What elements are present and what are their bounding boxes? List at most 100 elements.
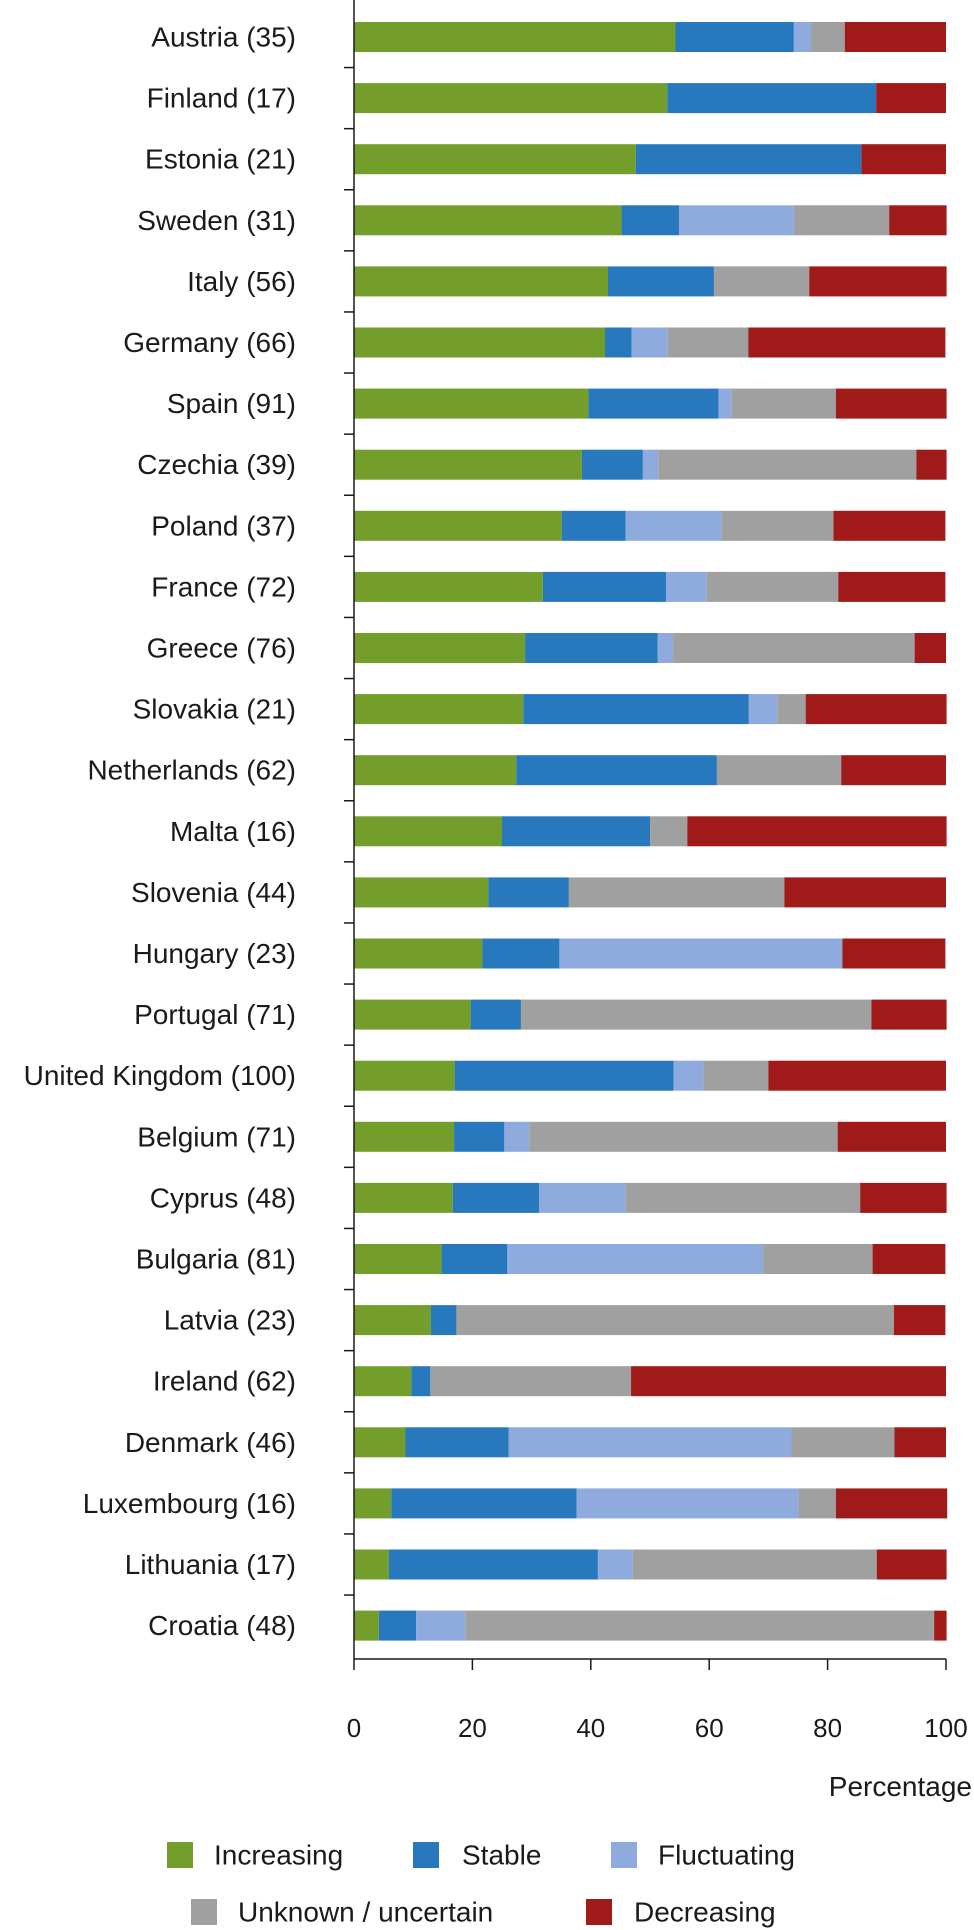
bar-segment-fluctuating <box>642 449 659 480</box>
bar-segment-increasing <box>354 1121 455 1152</box>
bar-segment-increasing <box>354 1610 379 1641</box>
legend-item: Fluctuating <box>611 1840 795 1871</box>
category-label: Slovenia (44) <box>131 877 296 908</box>
bar-segment-increasing <box>354 816 502 847</box>
bar-row <box>354 1366 946 1397</box>
bar-segment-increasing <box>354 1366 412 1397</box>
bar-segment-stable <box>441 1244 508 1274</box>
bar-segment-stable <box>621 205 679 236</box>
bar-segment-unknown-uncertain <box>731 388 836 419</box>
bar-row <box>354 205 947 236</box>
category-label: Sweden (31) <box>137 205 296 236</box>
bar-segment-decreasing <box>748 327 946 358</box>
bar-segment-stable <box>405 1427 509 1458</box>
bar-segment-increasing <box>354 1549 389 1580</box>
bar-segment-increasing <box>354 449 582 480</box>
bar-segment-fluctuating <box>679 205 794 236</box>
bar-row <box>354 877 946 908</box>
bar-segment-increasing <box>354 571 543 602</box>
bar-row <box>354 1305 946 1336</box>
bar-segment-decreasing <box>914 633 946 663</box>
bar-segment-stable <box>411 1366 431 1397</box>
category-label: Czechia (39) <box>137 449 296 480</box>
bar-segment-stable <box>561 510 626 541</box>
x-tick-label: 40 <box>576 1713 605 1743</box>
bar-segment-increasing <box>354 388 589 419</box>
bar-segment-fluctuating <box>718 388 732 419</box>
legend-swatch <box>413 1842 439 1868</box>
bar-segment-stable <box>482 938 560 969</box>
bar-row <box>354 510 946 541</box>
bar-segment-decreasing <box>687 816 947 847</box>
bar-segment-unknown-uncertain <box>667 327 749 358</box>
bar-segment-fluctuating <box>793 22 812 52</box>
bar-segment-stable <box>378 1610 417 1641</box>
legend-label: Fluctuating <box>658 1840 795 1871</box>
category-label: Spain (91) <box>167 388 296 419</box>
bar-segment-increasing <box>354 144 636 175</box>
bar-segment-unknown-uncertain <box>703 1060 769 1091</box>
bar-segment-decreasing <box>838 571 946 602</box>
bar-segment-decreasing <box>784 877 946 908</box>
bar-segment-decreasing <box>872 1244 946 1274</box>
bar-segment-increasing <box>354 1427 406 1458</box>
category-label: Finland (17) <box>147 83 296 114</box>
category-label: Poland (37) <box>151 510 296 541</box>
bar-segment-stable <box>675 22 794 52</box>
bar-segment-fluctuating <box>559 938 843 969</box>
bar-row <box>354 938 946 969</box>
bar-segment-increasing <box>354 1488 392 1519</box>
category-label: Hungary (23) <box>133 938 296 969</box>
x-tick-label: 60 <box>695 1713 724 1743</box>
bar-segment-increasing <box>354 205 622 236</box>
category-label: Greece (76) <box>147 633 296 664</box>
bar-segment-unknown-uncertain <box>529 1121 838 1152</box>
bar-row <box>354 83 946 114</box>
bar-segment-decreasing <box>860 1182 947 1213</box>
bar-segment-unknown-uncertain <box>568 877 785 908</box>
bar-segment-fluctuating <box>673 1060 704 1091</box>
x-axis-title: Percentage <box>829 1771 972 1802</box>
bar-row <box>354 1182 947 1213</box>
bar-segment-unknown-uncertain <box>520 999 872 1030</box>
bar-segment-stable <box>454 1060 674 1091</box>
bar-segment-decreasing <box>805 694 947 725</box>
bar-row <box>354 266 947 297</box>
category-label: Netherlands (62) <box>87 755 296 786</box>
bar-row <box>354 144 946 175</box>
bar-segment-decreasing <box>835 1488 948 1519</box>
bar-row <box>354 1060 946 1091</box>
bar-segment-unknown-uncertain <box>791 1427 895 1458</box>
bar-segment-stable <box>388 1549 598 1580</box>
bar-row <box>354 1610 947 1641</box>
category-label: Cyprus (48) <box>150 1182 296 1213</box>
bar-segment-unknown-uncertain <box>673 633 915 663</box>
bar-segment-stable <box>430 1305 457 1336</box>
bar-segment-stable <box>525 633 658 663</box>
bar-segment-decreasing <box>768 1060 946 1091</box>
bar-segment-stable <box>581 449 643 480</box>
bar-segment-decreasing <box>893 1305 946 1336</box>
bar-segment-fluctuating <box>416 1610 466 1641</box>
bar-segment-stable <box>523 694 749 725</box>
bar-row <box>354 999 947 1030</box>
category-label: Luxembourg (16) <box>83 1488 296 1519</box>
bar-segment-unknown-uncertain <box>763 1244 873 1274</box>
bar-row <box>354 633 946 663</box>
legend-label: Stable <box>462 1840 541 1871</box>
category-label: Denmark (46) <box>125 1427 296 1458</box>
bar-row <box>354 327 946 358</box>
bar-row <box>354 1121 946 1152</box>
bar-segment-decreasing <box>861 144 946 175</box>
category-label: United Kingdom (100) <box>24 1060 296 1091</box>
bar-row <box>354 755 946 786</box>
bar-segment-decreasing <box>894 1427 946 1458</box>
category-label: Croatia (48) <box>148 1610 296 1641</box>
bar-segment-stable <box>470 999 521 1030</box>
bar-segment-increasing <box>354 755 517 786</box>
bar-segment-fluctuating <box>631 327 668 358</box>
category-label: Germany (66) <box>123 327 296 358</box>
bar-segment-decreasing <box>841 755 946 786</box>
category-label: Estonia (21) <box>145 144 296 175</box>
bar-segment-increasing <box>354 22 676 52</box>
